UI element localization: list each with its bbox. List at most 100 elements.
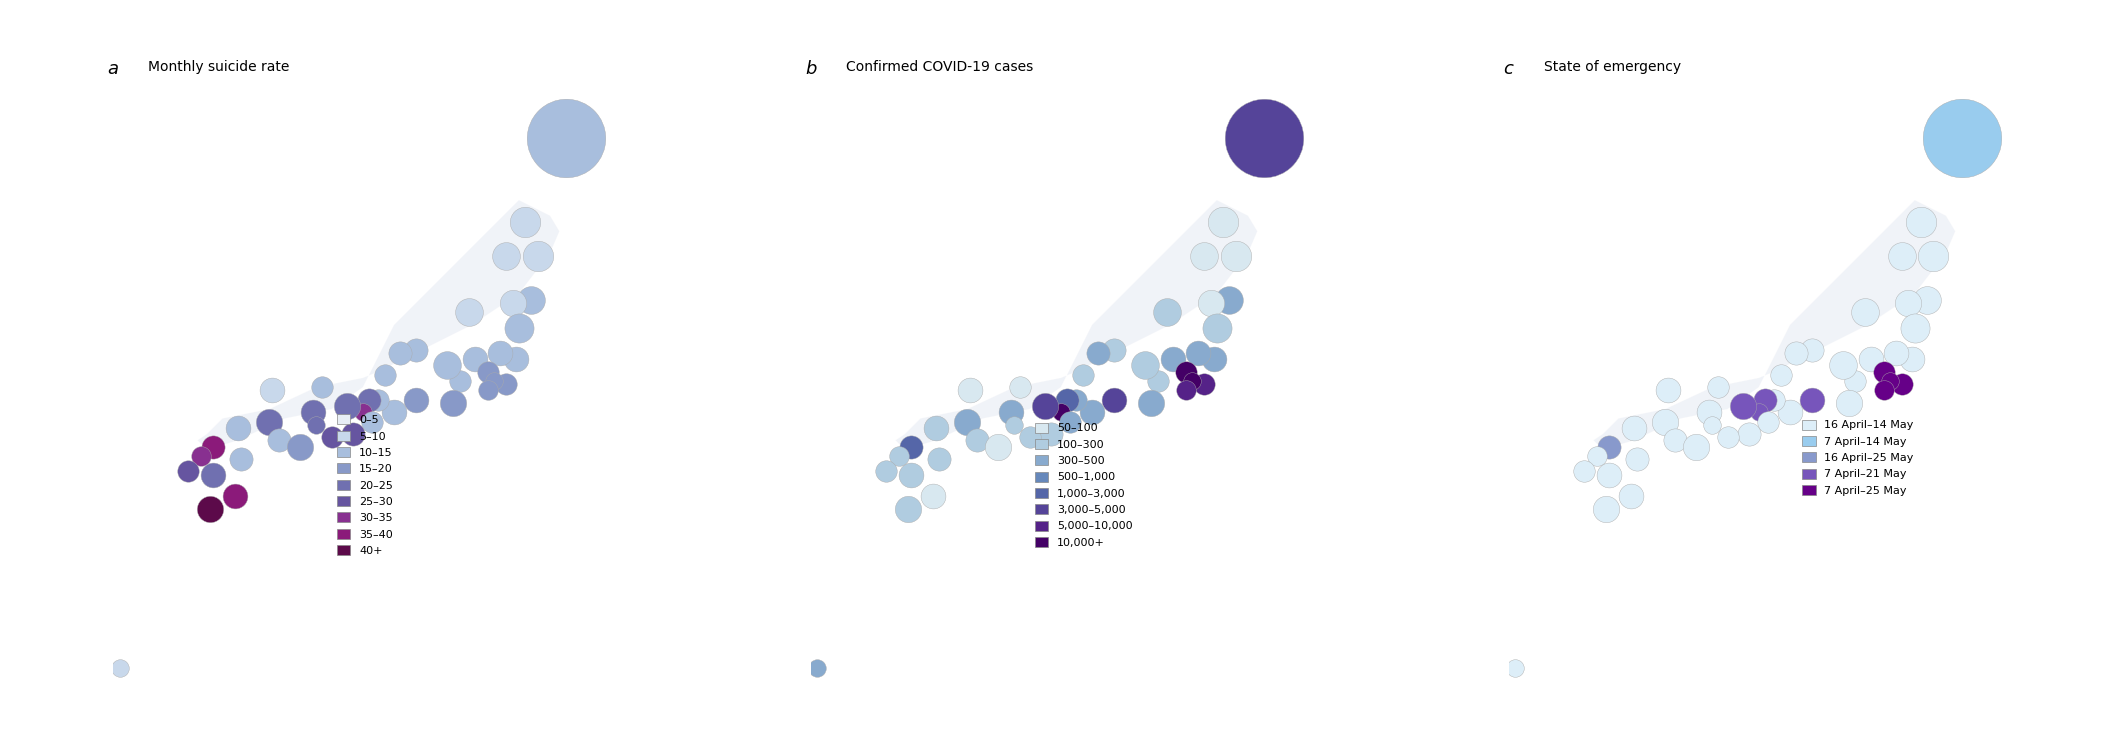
Point xyxy=(981,441,1015,453)
Point xyxy=(192,503,226,515)
Legend: 50–100, 100–300, 300–500, 500–1,000, 1,000–3,000, 3,000–5,000, 5,000–10,000, 10,: 50–100, 100–300, 300–500, 500–1,000, 1,0… xyxy=(1030,419,1138,552)
Point xyxy=(436,397,470,409)
Point xyxy=(197,468,231,480)
Point xyxy=(994,407,1028,419)
Point xyxy=(429,360,463,372)
Point xyxy=(472,384,505,396)
Point xyxy=(1620,453,1654,465)
Point xyxy=(453,307,486,319)
Point xyxy=(802,662,835,674)
Point xyxy=(1218,250,1252,262)
Point xyxy=(353,394,387,406)
Point xyxy=(376,407,410,419)
Point xyxy=(1648,416,1681,427)
Text: a: a xyxy=(108,60,118,78)
Text: State of emergency: State of emergency xyxy=(1544,60,1681,74)
Point xyxy=(1187,378,1220,390)
Point xyxy=(1796,394,1829,406)
Point xyxy=(1868,366,1901,377)
Point xyxy=(1732,428,1766,440)
Point xyxy=(548,132,582,144)
Point xyxy=(950,416,983,427)
Point xyxy=(224,453,258,465)
Point xyxy=(1028,400,1062,412)
Point xyxy=(1916,250,1950,262)
Point xyxy=(383,347,417,359)
Point xyxy=(1187,250,1220,262)
Point xyxy=(895,468,928,480)
Polygon shape xyxy=(895,200,1256,450)
Point xyxy=(1838,375,1872,387)
Point xyxy=(1060,394,1093,406)
Point xyxy=(1074,407,1108,419)
Point xyxy=(1796,344,1829,356)
Point xyxy=(1567,466,1601,477)
Point xyxy=(197,441,231,453)
Point xyxy=(1832,397,1865,409)
Point xyxy=(489,250,522,262)
Point xyxy=(890,503,924,515)
Point xyxy=(1764,369,1798,380)
Text: Confirmed COVID-19 cases: Confirmed COVID-19 cases xyxy=(846,60,1032,74)
Point xyxy=(1170,384,1203,396)
Point xyxy=(1726,400,1760,412)
Text: b: b xyxy=(806,60,816,78)
Point xyxy=(1700,381,1734,393)
Point xyxy=(1891,297,1925,309)
Point xyxy=(1895,353,1929,365)
Point xyxy=(1193,297,1227,309)
Point xyxy=(362,394,396,406)
Point xyxy=(499,353,533,365)
Point xyxy=(1206,216,1239,228)
Point xyxy=(954,384,988,396)
Point xyxy=(1849,307,1882,319)
Point xyxy=(882,450,916,462)
Point xyxy=(1034,428,1068,440)
Point xyxy=(459,353,493,365)
Point xyxy=(442,375,476,387)
Point xyxy=(1199,322,1233,334)
Point xyxy=(1051,394,1085,406)
Point xyxy=(1588,503,1622,515)
Point xyxy=(1013,431,1047,443)
Point xyxy=(895,441,928,453)
Point xyxy=(869,466,903,477)
Point xyxy=(960,434,994,446)
Legend: 16 April–14 May, 7 April–14 May, 16 April–25 May, 7 April–21 May, 7 April–25 May: 16 April–14 May, 7 April–14 May, 16 Apri… xyxy=(1798,416,1918,501)
Point xyxy=(1874,375,1908,387)
Point xyxy=(336,428,370,440)
Point xyxy=(1180,347,1214,359)
Point xyxy=(1749,394,1783,406)
Point xyxy=(1751,416,1785,427)
Point xyxy=(1157,353,1191,365)
Point xyxy=(305,381,338,393)
Point xyxy=(1868,384,1901,396)
Point xyxy=(1694,419,1728,430)
Point xyxy=(1904,216,1937,228)
Point xyxy=(400,344,434,356)
Point xyxy=(1197,353,1231,365)
Point xyxy=(1151,307,1184,319)
Point xyxy=(1098,344,1132,356)
Point xyxy=(996,419,1030,430)
Point xyxy=(222,421,256,433)
Polygon shape xyxy=(197,200,558,450)
Polygon shape xyxy=(1593,200,1954,450)
Point xyxy=(920,421,954,433)
Point xyxy=(478,375,512,387)
Point xyxy=(252,416,286,427)
Point xyxy=(296,407,330,419)
Point xyxy=(1212,294,1246,306)
Point xyxy=(520,250,554,262)
Point xyxy=(330,400,364,412)
Point xyxy=(1910,294,1944,306)
Point xyxy=(489,378,522,390)
Point xyxy=(184,450,218,462)
Text: c: c xyxy=(1504,60,1514,78)
Point xyxy=(1711,431,1745,443)
Point xyxy=(1855,353,1889,365)
Point xyxy=(1098,394,1132,406)
Point xyxy=(916,490,950,502)
Point xyxy=(1140,375,1174,387)
Point xyxy=(315,431,349,443)
